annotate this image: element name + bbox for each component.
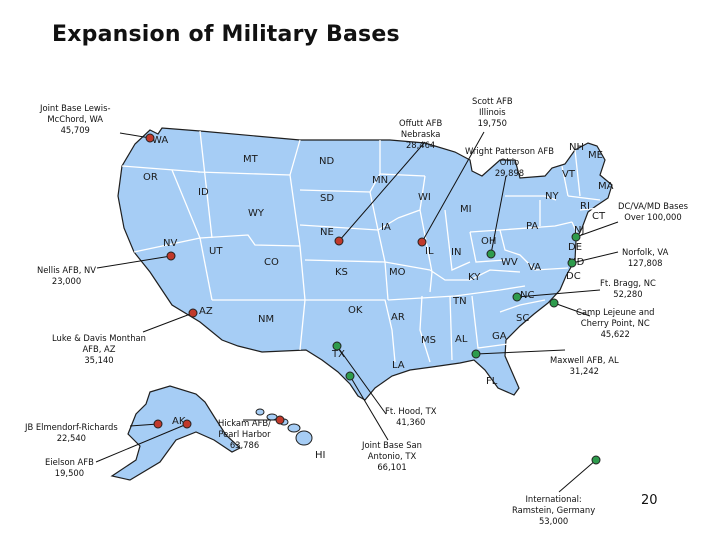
- svg-text:AZ: AZ: [199, 306, 213, 317]
- svg-text:MO: MO: [389, 267, 406, 278]
- dot-san-antonio: [345, 371, 355, 381]
- alaska-shape: [110, 385, 242, 481]
- svg-text:NJ: NJ: [574, 225, 584, 236]
- us-mainland-shape: [117, 127, 613, 401]
- svg-text:SD: SD: [320, 193, 334, 204]
- svg-text:CO: CO: [264, 257, 279, 268]
- svg-text:MT: MT: [243, 154, 259, 165]
- label-lewis-mcchord: Joint Base Lewis- McChord, WA 45,709: [40, 103, 111, 135]
- label-offutt: Offutt AFB Nebraska 28,464: [399, 118, 443, 150]
- label-luke-davis: Luke & Davis Monthan AFB, AZ 35,140: [52, 333, 146, 365]
- label-elmendorf: JB Elmendorf-Richards 22,540: [25, 422, 118, 443]
- svg-text:ID: ID: [198, 187, 209, 198]
- dot-wright-patterson: [486, 249, 496, 259]
- label-ramstein: International: Ramstein, Germany 53,000: [512, 494, 596, 526]
- dot-hickam: [275, 415, 285, 425]
- dot-eielson: [182, 419, 192, 429]
- dot-maxwell: [471, 349, 481, 359]
- dot-offutt: [334, 236, 344, 246]
- svg-text:IL: IL: [425, 246, 434, 257]
- svg-text:WA: WA: [152, 135, 168, 146]
- svg-text:NV: NV: [163, 238, 177, 249]
- svg-text:WY: WY: [248, 208, 265, 219]
- svg-text:NM: NM: [258, 314, 274, 325]
- svg-text:TX: TX: [331, 349, 345, 360]
- svg-text:AK: AK: [172, 416, 186, 427]
- svg-text:GA: GA: [492, 331, 507, 342]
- svg-text:NY: NY: [545, 191, 559, 202]
- svg-text:RI: RI: [580, 201, 590, 212]
- dot-scott: [417, 237, 427, 247]
- state-borders: [121, 130, 601, 363]
- svg-text:OR: OR: [143, 172, 158, 183]
- label-nellis: Nellis AFB, NV 23,000: [37, 265, 97, 286]
- svg-text:KY: KY: [468, 272, 481, 283]
- dot-ft-hood: [332, 341, 342, 351]
- svg-text:IN: IN: [451, 247, 461, 258]
- svg-text:ND: ND: [319, 156, 334, 167]
- label-eielson: Eielson AFB 19,500: [45, 457, 94, 478]
- label-hickam: Hickam AFB/Pearl Harbor 63,786: [218, 418, 271, 450]
- page-title: Expansion of Military Bases: [52, 22, 400, 47]
- dot-lewis-mcchord: [145, 133, 155, 143]
- svg-text:NH: NH: [569, 142, 584, 153]
- label-maxwell: Maxwell AFB, AL 31,242: [550, 355, 619, 376]
- svg-text:MS: MS: [421, 335, 436, 346]
- svg-text:MI: MI: [460, 204, 472, 215]
- label-san-antonio: Joint Base San Antonio, TX 66,101: [362, 440, 422, 472]
- svg-text:SC: SC: [516, 313, 529, 324]
- svg-text:UT: UT: [209, 246, 223, 257]
- svg-text:KS: KS: [335, 267, 348, 278]
- label-wright-patterson: Wright Patterson AFB Ohio 29,898: [465, 146, 554, 178]
- svg-text:VA: VA: [528, 262, 541, 273]
- svg-text:VT: VT: [562, 169, 576, 180]
- dot-elmendorf: [153, 419, 163, 429]
- label-ft-bragg: Ft. Bragg, NC 52,280: [600, 278, 656, 299]
- dot-ft-bragg: [512, 292, 522, 302]
- svg-text:HI: HI: [315, 450, 325, 461]
- dot-dc-va-md: [571, 232, 581, 242]
- label-ft-hood: Ft. Hood, TX 41,360: [385, 406, 437, 427]
- dot-ramstein: [591, 455, 601, 465]
- svg-text:LA: LA: [392, 360, 405, 371]
- svg-text:NE: NE: [320, 227, 334, 238]
- svg-text:ME: ME: [588, 150, 603, 161]
- dot-nellis: [166, 251, 176, 261]
- svg-text:MN: MN: [372, 175, 388, 186]
- svg-text:FL: FL: [486, 376, 498, 387]
- leader-lines: [95, 131, 619, 493]
- svg-text:TN: TN: [452, 296, 467, 307]
- svg-text:OK: OK: [348, 305, 363, 316]
- svg-text:WI: WI: [418, 192, 431, 203]
- label-norfolk: Norfolk, VA 127,808: [622, 247, 669, 268]
- label-camp-lejeune: Camp Lejeune and Cherry Point, NC 45,622: [576, 307, 655, 339]
- label-dc-va-md: DC/VA/MD Bases Over 100,000: [618, 201, 688, 222]
- base-dots: [145, 133, 601, 465]
- svg-text:WV: WV: [501, 257, 518, 268]
- svg-text:AL: AL: [455, 334, 468, 345]
- svg-text:DC: DC: [566, 271, 581, 282]
- svg-text:AR: AR: [391, 312, 405, 323]
- svg-text:NC: NC: [520, 290, 534, 301]
- svg-text:PA: PA: [526, 221, 538, 232]
- svg-text:DE: DE: [568, 242, 582, 253]
- dot-norfolk: [567, 258, 577, 268]
- dot-luke-davis: [188, 308, 198, 318]
- dot-camp-lejeune: [549, 298, 559, 308]
- svg-text:MA: MA: [598, 181, 614, 192]
- page-number: 20: [641, 493, 658, 508]
- svg-text:CT: CT: [592, 211, 606, 222]
- svg-text:OH: OH: [481, 236, 496, 247]
- label-scott: Scott AFB Illinois 19,750: [472, 96, 513, 128]
- svg-text:IA: IA: [381, 222, 391, 233]
